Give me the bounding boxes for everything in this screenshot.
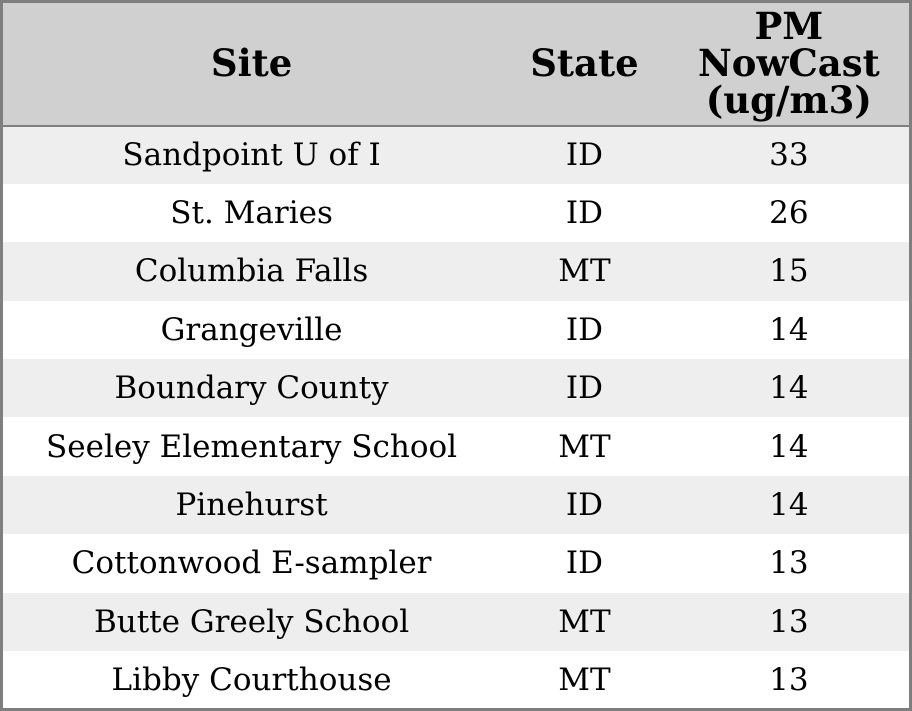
state-cell: MT [558, 661, 611, 698]
col-header-pm-nowcast: PM NowCast (ug/m3) [668, 1, 911, 127]
table-row: Sandpoint U of I ID 33 [1, 125, 911, 184]
state-cell: MT [558, 253, 611, 290]
site-cell: Columbia Falls [134, 253, 369, 290]
header-row: Site State PM NowCast (ug/m3) [1, 1, 911, 127]
state-cell: MT [558, 603, 611, 640]
table-row: Columbia Falls MT 15 [1, 242, 911, 301]
table-row: Grangeville ID 14 [1, 300, 911, 360]
table-row: Boundary County ID 14 [1, 359, 911, 418]
site-cell: Cottonwood E-sampler [71, 545, 432, 582]
site-cell: Sandpoint U of I [122, 137, 381, 174]
site-cell: St. Maries [170, 195, 333, 232]
state-cell: ID [565, 195, 603, 232]
site-cell: Pinehurst [175, 487, 328, 524]
pm-value-cell: 15 [769, 253, 809, 290]
state-cell: ID [565, 487, 603, 524]
table-row: St. Maries ID 26 [1, 183, 911, 243]
pm-value-cell: 13 [769, 545, 809, 582]
table-row: Seeley Elementary School MT 14 [1, 417, 911, 476]
state-cell: ID [565, 311, 603, 348]
table-row: Pinehurst ID 14 [1, 475, 911, 535]
site-cell: Grangeville [160, 311, 343, 348]
state-cell: MT [558, 428, 611, 465]
pm-value-cell: 13 [769, 661, 809, 698]
pm-value-cell: 14 [769, 428, 809, 465]
state-cell: ID [565, 370, 603, 407]
pm-value-cell: 26 [769, 195, 809, 232]
state-cell: ID [565, 545, 603, 582]
site-cell: Boundary County [114, 370, 389, 407]
state-cell: ID [565, 137, 603, 174]
pm-value-cell: 14 [769, 311, 809, 348]
pm-value-cell: 33 [769, 137, 809, 174]
table-row: Libby Courthouse MT 13 [1, 651, 911, 710]
pm-value-cell: 13 [769, 603, 809, 640]
site-cell: Seeley Elementary School [46, 428, 458, 465]
table-row: Butte Greely School MT 13 [1, 592, 911, 652]
site-cell: Libby Courthouse [111, 661, 392, 698]
table-row: Cottonwood E-sampler ID 13 [1, 534, 911, 593]
pm-value-cell: 14 [769, 487, 809, 524]
site-cell: Butte Greely School [93, 603, 410, 640]
col-header-site: Site [1, 1, 501, 127]
pm-value-cell: 14 [769, 370, 809, 407]
col-header-state: State [500, 1, 669, 127]
